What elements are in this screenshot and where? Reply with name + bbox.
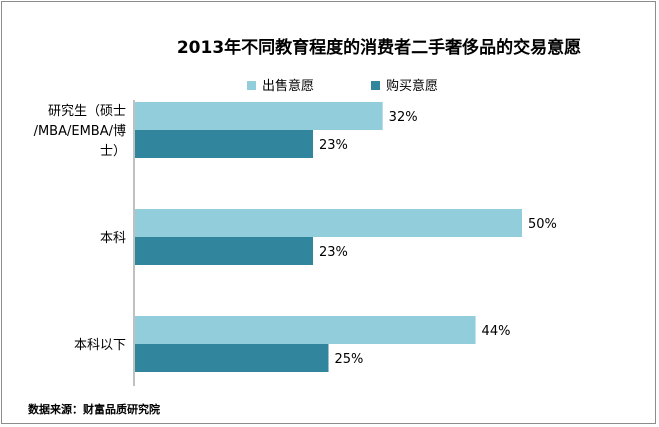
bar-0-0: [135, 102, 383, 130]
category-label-0-2: 士）: [100, 144, 126, 159]
category-label-1-0: 本科: [100, 231, 126, 246]
legend-label-0: 出售意愿: [262, 78, 314, 94]
bars: [135, 102, 522, 372]
chart-title: 2013年不同教育程度的消费者二手奢侈品的交易意愿: [177, 37, 581, 58]
data-labels: 32% 23% 50% 23% 44% 25%: [319, 110, 557, 367]
data-label-1-0: 23%: [319, 138, 348, 153]
data-label-0-0: 32%: [389, 110, 418, 125]
category-label-0-0: 研究生（硕士: [48, 104, 126, 119]
data-label-0-2: 44%: [482, 324, 511, 339]
legend-swatch-1: [371, 81, 380, 90]
legend: 出售意愿 购买意愿: [247, 78, 438, 94]
data-label-0-1: 50%: [528, 217, 557, 232]
bar-0-2: [135, 316, 476, 344]
legend-swatch-0: [247, 81, 256, 90]
bar-1-1: [135, 237, 314, 265]
bar-1-0: [135, 130, 314, 158]
bar-0-1: [135, 209, 522, 237]
source-note: 数据来源：财富品质研究院: [28, 402, 160, 416]
bar-1-2: [135, 344, 329, 372]
data-label-1-2: 25%: [335, 352, 364, 367]
category-label-0-1: /MBA/EMBA/博: [34, 124, 126, 139]
data-label-1-1: 23%: [319, 245, 348, 260]
category-label-2-0: 本科以下: [74, 338, 126, 353]
legend-label-1: 购买意愿: [386, 78, 438, 94]
